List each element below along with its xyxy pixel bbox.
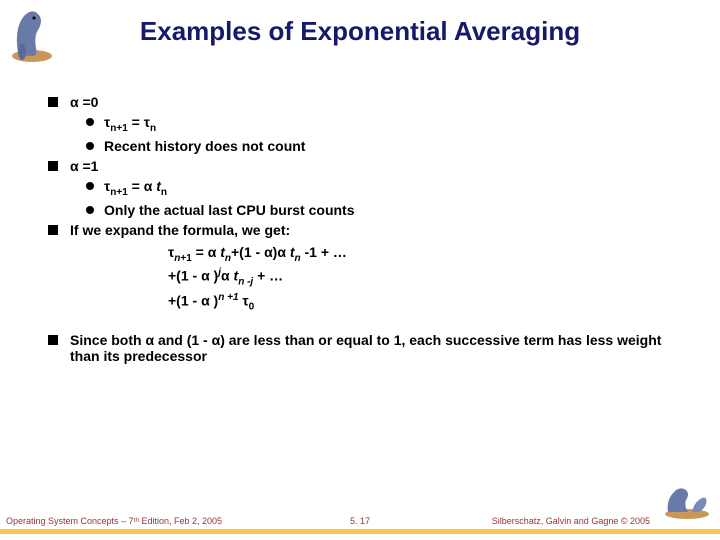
f3-b: τ xyxy=(239,293,249,309)
f2-c: + … xyxy=(253,268,283,284)
f1-d: -1 + … xyxy=(301,244,347,260)
equals-tau: = τ xyxy=(128,114,150,130)
bullet-formula-2a: τn+1 = α tn xyxy=(86,178,680,198)
formula-expansion: τn+1 = α tn+(1 - α)α tn -1 + … +(1 - α )… xyxy=(168,242,680,315)
sub2-n1: n+1 xyxy=(110,187,128,198)
bullet-2b: Only the actual last CPU burst counts xyxy=(86,202,680,218)
f2-b: α xyxy=(221,268,234,284)
formula-line-3: +(1 - α )n +1 τ0 xyxy=(168,290,680,314)
equals-alpha: = α xyxy=(128,178,156,194)
f1-eq: = α xyxy=(192,244,220,260)
bullet-conclusion: Since both α and (1 - α) are less than o… xyxy=(48,332,680,364)
f1-sub-p1: +1 xyxy=(180,252,191,263)
formula-line-2: +(1 - α )jα tn -j + … xyxy=(168,265,680,289)
slide-content: α =0 τn+1 = τn Recent history does not c… xyxy=(48,90,680,368)
slide-footer: Operating System Concepts – 7ᵗʰ Edition,… xyxy=(0,516,720,534)
bullet-expand: If we expand the formula, we get: xyxy=(48,222,680,238)
f2-sub: n -j xyxy=(238,277,253,288)
slide-title: Examples of Exponential Averaging xyxy=(0,16,720,47)
footer-gold-bar xyxy=(0,529,720,534)
dinosaur-bottom-icon xyxy=(662,486,712,520)
sub-n: n xyxy=(150,123,156,134)
footer-copyright: Silberschatz, Galvin and Gagne © 2005 xyxy=(492,516,650,526)
f3-sup: n +1 xyxy=(218,292,238,303)
formula-line-1: τn+1 = α tn+(1 - α)α tn -1 + … xyxy=(168,242,680,266)
sub-n1: n+1 xyxy=(110,123,128,134)
f2-a: +(1 - α ) xyxy=(168,268,218,284)
bullet-1b: Recent history does not count xyxy=(86,138,680,154)
bullet-alpha-zero: α =0 xyxy=(48,94,680,110)
bullet-alpha-one: α =1 xyxy=(48,158,680,174)
f3-a: +(1 - α ) xyxy=(168,293,218,309)
sub2-n: n xyxy=(161,187,167,198)
f1-c: +(1 - α)α xyxy=(231,244,290,260)
f3-sub: 0 xyxy=(249,301,255,312)
bullet-formula-1a: τn+1 = τn xyxy=(86,114,680,134)
